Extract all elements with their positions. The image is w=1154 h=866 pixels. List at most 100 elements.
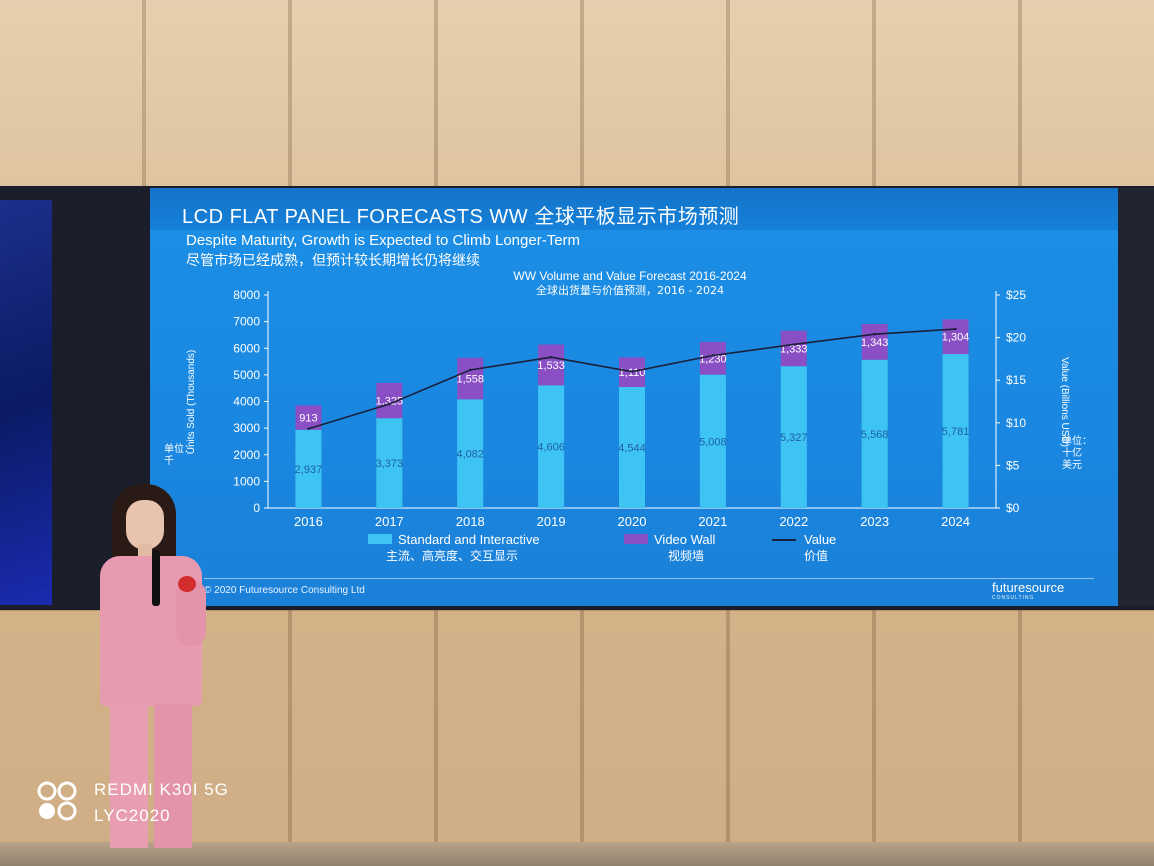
- bar-standard-interactive: [376, 418, 403, 508]
- y2-unit-label-cn: 十亿: [1062, 446, 1082, 459]
- y-tick-label: 4000: [233, 395, 260, 409]
- y-tick-label: 2000: [233, 448, 260, 462]
- slide-subtitle-en: Despite Maturity, Growth is Expected to …: [186, 232, 581, 249]
- bar-video-wall: [699, 341, 726, 375]
- value-point: [630, 370, 634, 373]
- chart-subtitle: 全球出货量与价值预测，2016 - 2024: [536, 283, 724, 297]
- copyright-text: © 2020 Futuresource Consulting Ltd: [204, 585, 365, 596]
- corsage-icon: [178, 576, 196, 592]
- slide-title-bar: [150, 188, 1118, 230]
- legend-label-standard-cn: 主流、高亮度、交互显示: [386, 548, 518, 563]
- y-tick-label: 5000: [233, 368, 260, 382]
- x-tick-label: 2024: [941, 514, 970, 529]
- screen-edge: [1118, 188, 1154, 606]
- side-screen-panel: [0, 200, 52, 605]
- legend-label-standard: Standard and Interactive: [398, 532, 540, 547]
- bar-standard-interactive: [780, 366, 807, 508]
- value-point: [711, 354, 715, 357]
- futuresource-logo: futuresource: [992, 580, 1065, 595]
- x-tick-label: 2018: [456, 514, 485, 529]
- bar-standard-interactive: [699, 374, 726, 508]
- legend-swatch-standard: [368, 534, 392, 544]
- data-label-video-wall: 1,325: [376, 396, 404, 408]
- value-point: [307, 427, 310, 430]
- value-point: [873, 332, 876, 336]
- y2-tick-label: $15: [1006, 373, 1026, 387]
- x-tick-label: 2023: [860, 514, 889, 529]
- microphone-icon: [152, 550, 160, 606]
- value-point: [388, 402, 391, 406]
- y2-unit-label-cn: 单位：: [1062, 434, 1092, 447]
- y-tick-label: 7000: [233, 315, 260, 329]
- forecast-chart: WW Volume and Value Forecast 2016-2024全球…: [164, 269, 1092, 563]
- legend-swatch-video-wall: [624, 534, 648, 544]
- bar-standard-interactive: [538, 385, 565, 508]
- x-tick-label: 2019: [537, 514, 566, 529]
- watermark-user: LYC2020: [94, 806, 171, 825]
- data-label-video-wall: 1,533: [537, 360, 565, 372]
- y-tick-label: 3000: [233, 421, 260, 435]
- data-label-standard: 4,606: [537, 442, 565, 454]
- legend-label-video-wall-cn: 视频墙: [668, 548, 704, 563]
- bar-video-wall: [457, 357, 484, 400]
- presenter-person: [92, 478, 222, 848]
- watermark-device: REDMI K30I 5G: [94, 780, 229, 799]
- y-unit-label-cn: 单位：: [164, 442, 194, 455]
- data-label-video-wall: 913: [299, 413, 317, 425]
- data-label-standard: 4,082: [456, 449, 484, 461]
- slide-title: LCD FLAT PANEL FORECASTS WW 全球平板显示市场预测: [182, 206, 740, 228]
- data-label-standard: 5,008: [699, 436, 727, 448]
- data-label-video-wall: 1,343: [861, 337, 889, 349]
- y2-unit-label-cn: 美元: [1062, 458, 1082, 471]
- presentation-slide: LCD FLAT PANEL FORECASTS WW 全球平板显示市场预测 D…: [150, 188, 1118, 606]
- camera-watermark-icon: [37, 781, 77, 821]
- bar-video-wall: [538, 344, 565, 386]
- bar-standard-interactive: [295, 429, 322, 508]
- data-label-video-wall: 1,304: [942, 332, 970, 344]
- bar-standard-interactive: [457, 399, 484, 508]
- data-label-standard: 2,937: [295, 464, 323, 476]
- y2-tick-label: $20: [1006, 331, 1026, 345]
- y-tick-label: 6000: [233, 341, 260, 355]
- y-tick-label: 0: [253, 501, 260, 515]
- y-axis-label: Units Sold (Thousands): [186, 350, 197, 455]
- x-tick-label: 2017: [375, 514, 404, 529]
- slide-subtitle-cn: 尽管市场已经成熟，但预计较长期增长仍将继续: [186, 252, 480, 268]
- bar-standard-interactive: [861, 359, 888, 508]
- y2-tick-label: $0: [1006, 501, 1020, 515]
- x-tick-label: 2022: [779, 514, 808, 529]
- x-tick-label: 2016: [294, 514, 323, 529]
- value-point: [469, 368, 472, 372]
- footer-divider: [204, 578, 1094, 579]
- y2-tick-label: $10: [1006, 416, 1026, 430]
- data-label-standard: 5,327: [780, 432, 808, 444]
- data-label-standard: 4,544: [618, 443, 646, 455]
- data-label-video-wall: 1,333: [780, 343, 808, 355]
- value-point: [792, 343, 795, 346]
- y2-tick-label: $25: [1006, 288, 1026, 302]
- data-label-standard: 5,781: [942, 426, 970, 438]
- x-tick-label: 2021: [698, 514, 727, 529]
- y2-tick-label: $5: [1006, 458, 1020, 472]
- bar-standard-interactive: [942, 354, 969, 508]
- legend-label-value-cn: 价值: [804, 548, 828, 563]
- y-unit-label-cn: 千: [164, 455, 174, 467]
- chart-title: WW Volume and Value Forecast 2016-2024: [513, 269, 747, 283]
- value-point: [954, 327, 957, 331]
- y-tick-label: 1000: [233, 474, 260, 488]
- presenter-face: [126, 500, 164, 550]
- value-point: [549, 355, 553, 359]
- futuresource-logo-sub: CONSULTING: [992, 595, 1035, 601]
- y-tick-label: 8000: [233, 288, 260, 302]
- floor: [0, 842, 1154, 866]
- bar-video-wall: [942, 319, 969, 355]
- presenter-leg: [110, 704, 148, 848]
- bar-video-wall: [780, 330, 807, 367]
- bar-standard-interactive: [619, 387, 645, 508]
- y2-axis-label: Value (Billions USD): [1059, 357, 1070, 447]
- x-tick-label: 2020: [618, 514, 647, 529]
- data-label-video-wall: 1,558: [456, 374, 484, 386]
- data-label-standard: 3,373: [376, 458, 404, 470]
- data-label-standard: 5,568: [861, 429, 889, 441]
- legend-label-value: Value: [804, 532, 836, 547]
